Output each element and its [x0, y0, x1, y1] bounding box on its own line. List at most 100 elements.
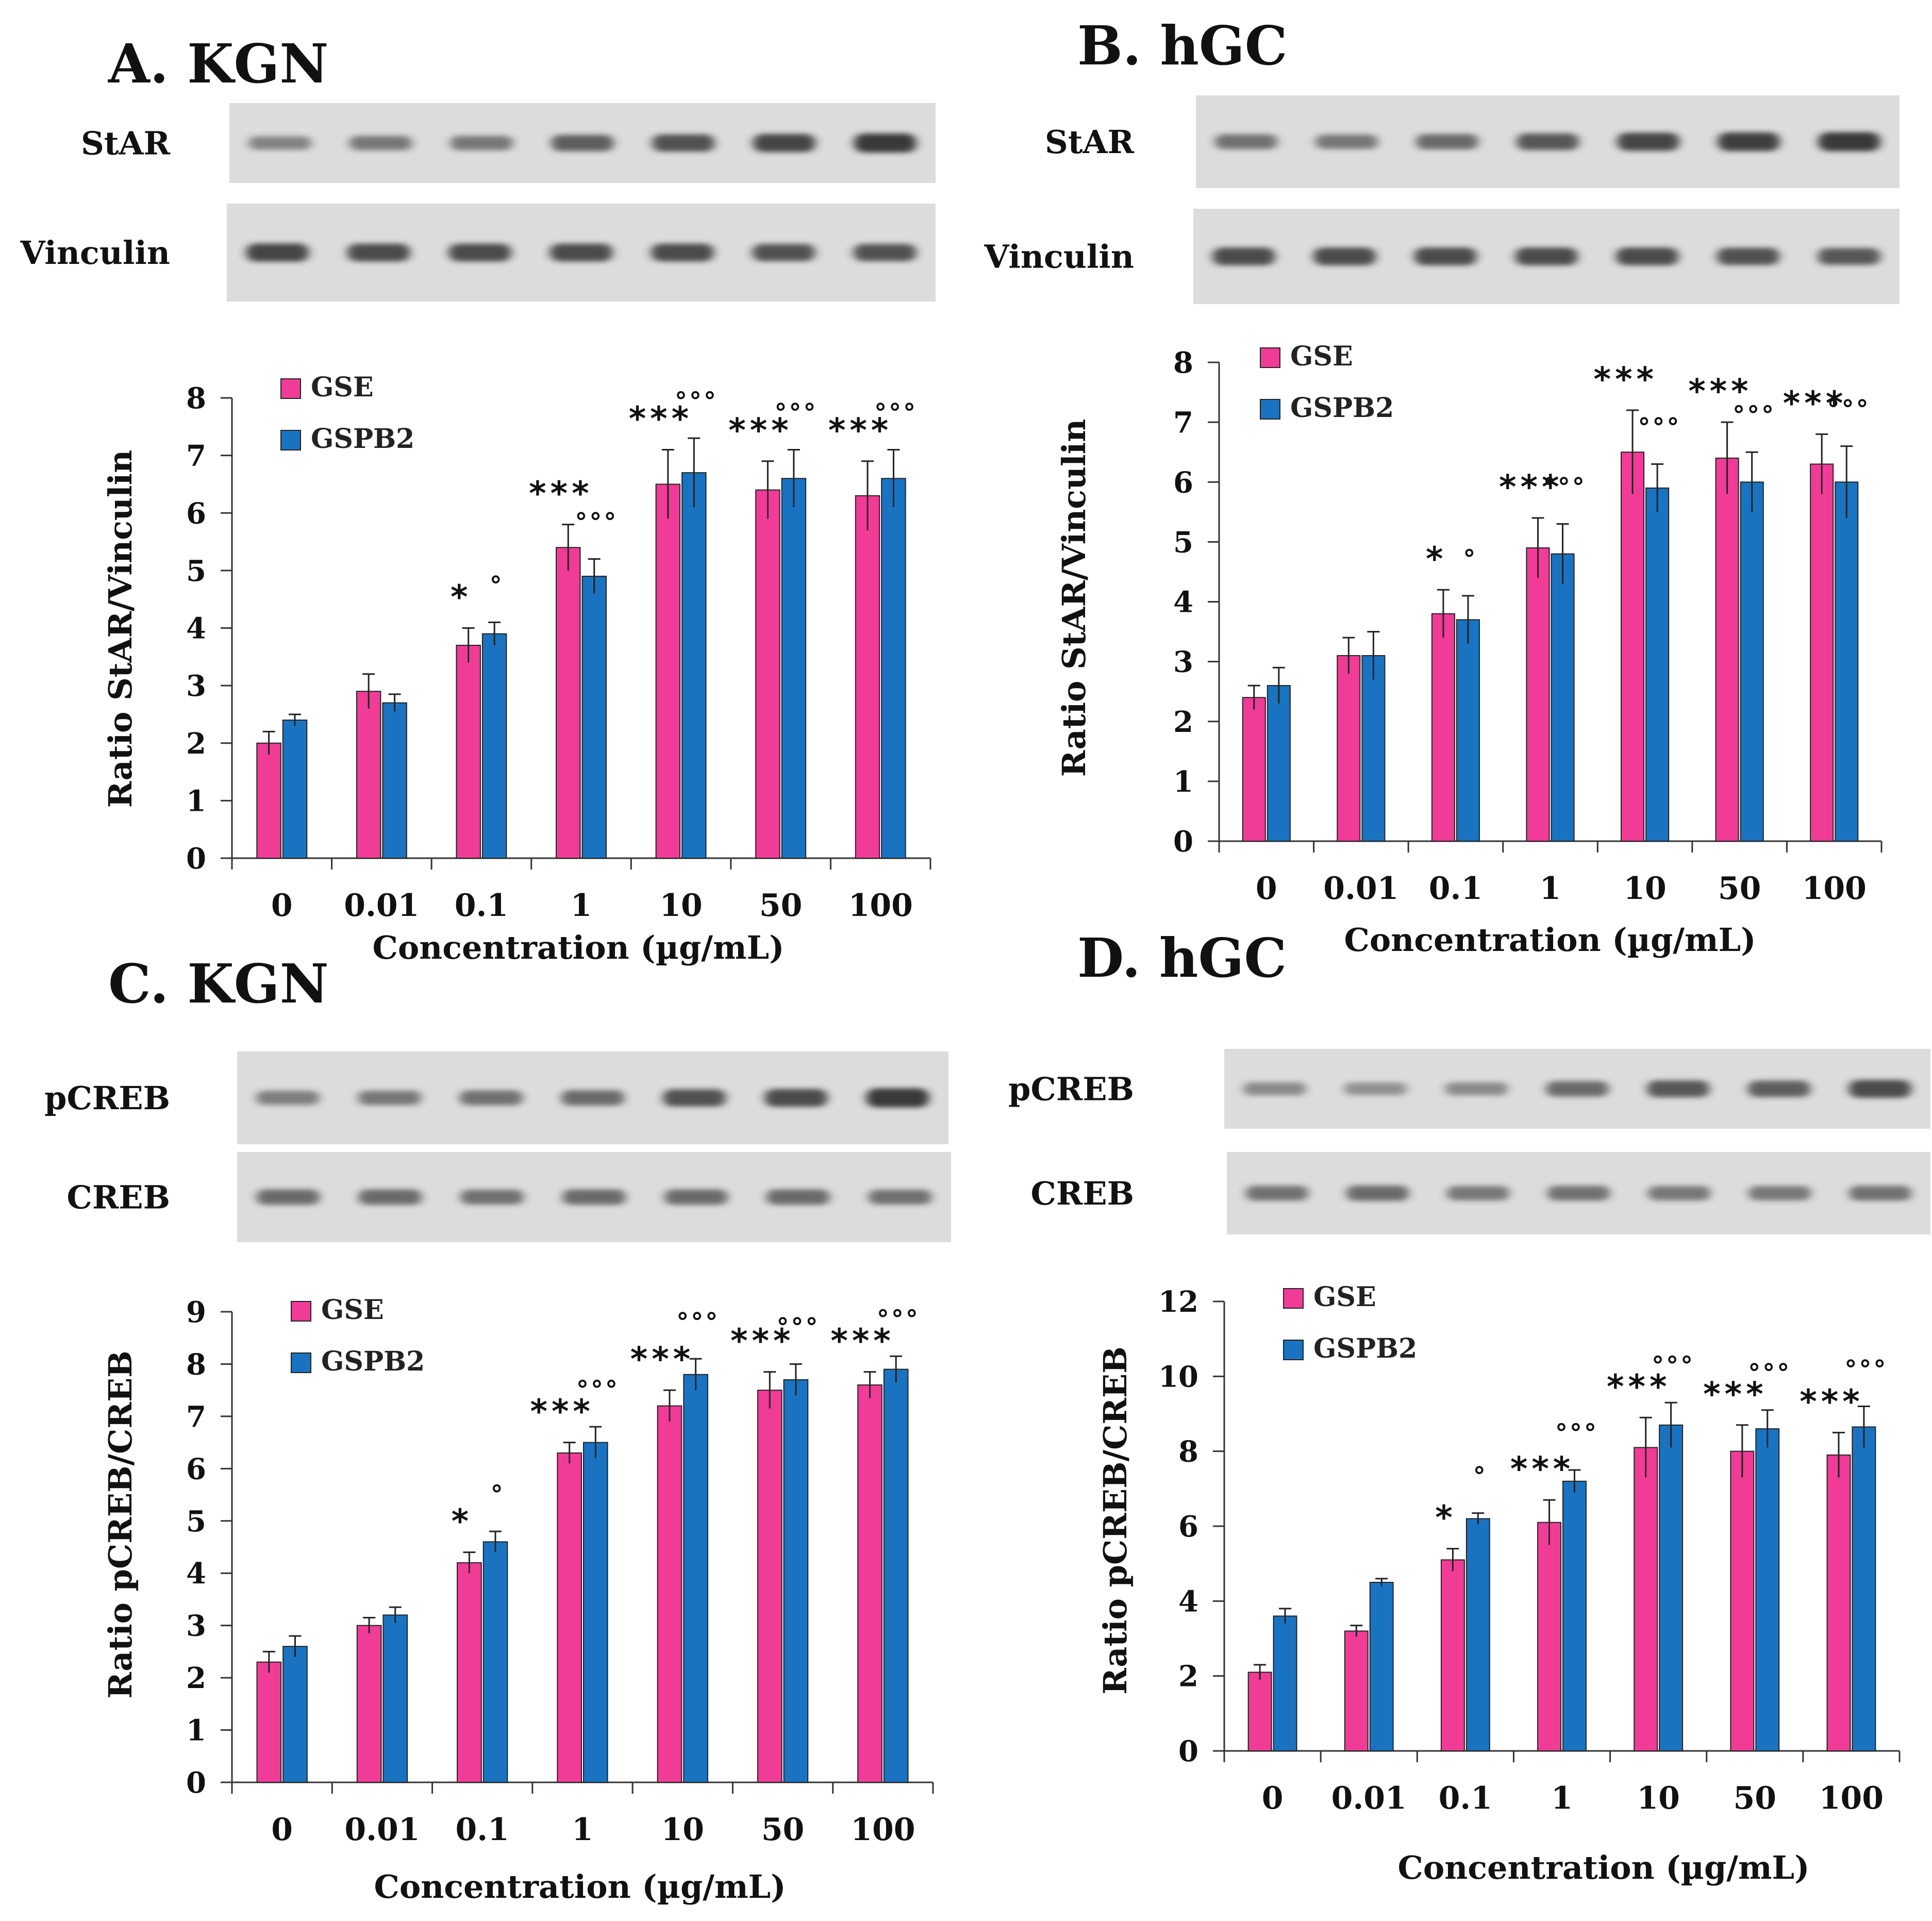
x-tick-label: 10	[661, 1812, 705, 1848]
gse-bar	[757, 1390, 782, 1783]
gse-bar	[657, 1405, 682, 1783]
blot-band	[1246, 1185, 1308, 1201]
significance-mark: ***	[530, 1393, 594, 1431]
x-tick-label: 0.1	[1439, 1780, 1492, 1816]
blot-band	[766, 1189, 830, 1205]
gspb2-bar	[783, 1379, 809, 1783]
significance-mark: °°°	[1638, 413, 1681, 442]
blot-band	[1515, 247, 1578, 265]
significance-mark: ***	[1499, 469, 1563, 507]
blot-band	[1648, 1185, 1710, 1201]
blot-star: StAR	[81, 103, 936, 183]
x-tick-label: 0	[271, 888, 293, 924]
legend-swatch-gspb2	[280, 430, 301, 450]
x-tick-label: 1	[1551, 1780, 1573, 1816]
y-tick-label: 7	[186, 439, 206, 473]
legend-swatch-gspb2	[291, 1352, 311, 1373]
blot-band	[256, 1091, 320, 1105]
y-tick-label: 4	[1178, 1584, 1198, 1618]
legend-label: GSPB2	[321, 1346, 425, 1377]
y-tick-label: 7	[1173, 406, 1193, 440]
significance-mark: ***	[1688, 373, 1752, 411]
y-tick-label: 9	[186, 1295, 206, 1329]
x-tick-label: 50	[1718, 871, 1761, 907]
gspb2-bar	[683, 1374, 708, 1783]
y-tick-label: 0	[1173, 825, 1193, 859]
significance-mark: °°°	[1543, 473, 1587, 502]
y-tick-label: 6	[1173, 465, 1193, 499]
significance-mark: °°°	[675, 387, 718, 416]
significance-mark: °	[491, 1480, 505, 1509]
gspb2-bar	[1852, 1426, 1876, 1751]
blot-band	[1617, 132, 1679, 151]
gse-bar	[755, 489, 780, 859]
y-tick-label: 5	[186, 554, 206, 588]
gse-bar	[356, 691, 381, 859]
significance-mark: °°°	[1748, 1359, 1791, 1388]
significance-mark: ***	[1800, 1383, 1863, 1421]
blot-band	[450, 136, 513, 151]
gspb2-bar	[881, 478, 906, 859]
panel-title: B. hGC	[1077, 14, 1288, 77]
panel-title: A. KGN	[108, 32, 328, 95]
gse-bar	[655, 483, 681, 859]
significance-mark: °	[490, 571, 504, 600]
x-axis-label: Concentration (µg/mL)	[1344, 921, 1756, 959]
significance-mark: ***	[630, 1341, 694, 1379]
gspb2-bar	[1267, 685, 1291, 842]
blot-label: Vinculin	[20, 234, 170, 272]
legend: GSE GSPB2	[291, 1294, 425, 1377]
y-tick-label: 2	[186, 1661, 206, 1695]
gspb2-bar	[583, 1442, 608, 1783]
gse-bar	[456, 644, 481, 859]
blot-band	[248, 136, 311, 150]
y-tick-label: 1	[186, 784, 206, 818]
legend: GSE GSPB2	[1260, 341, 1394, 424]
significance-mark: ***	[730, 1323, 794, 1361]
y-tick-label: 2	[1173, 705, 1193, 739]
x-tick-label: 100	[1802, 871, 1867, 907]
gse-bar	[256, 742, 281, 859]
blot-band	[652, 134, 715, 152]
gspb2-bar	[581, 576, 607, 859]
blot-band	[1445, 1082, 1508, 1096]
x-tick-label: 100	[851, 1812, 915, 1848]
significance-mark: ***	[728, 412, 792, 450]
blot-band	[1546, 1081, 1609, 1097]
y-tick-label: 6	[1178, 1510, 1198, 1544]
blot-label: Vinculin	[984, 238, 1134, 276]
gspb2-bar	[1369, 1582, 1394, 1751]
gse-bar	[857, 1384, 882, 1783]
blot-band	[561, 1090, 625, 1106]
gspb2-bar	[1465, 1518, 1490, 1751]
legend-label: GSE	[311, 372, 374, 403]
x-tick-label: 0	[1256, 871, 1277, 907]
blot-band	[752, 244, 815, 261]
x-tick-label: 50	[1734, 1780, 1777, 1816]
blot-band	[1547, 1185, 1610, 1201]
y-tick-label: 3	[186, 1609, 206, 1643]
gspb2-bar	[781, 478, 807, 859]
blot-band	[764, 1089, 828, 1107]
x-tick-label: 10	[1637, 1780, 1680, 1816]
blot-band	[1747, 1080, 1811, 1097]
y-tick-label: 6	[186, 1452, 206, 1486]
significance-mark: °°°	[676, 1308, 720, 1337]
blot-band	[854, 133, 917, 153]
significance-mark: °°°	[1652, 1351, 1695, 1380]
gse-bar	[1247, 1672, 1272, 1751]
y-tick-label: 0	[1178, 1734, 1198, 1768]
gspb2-bar	[1562, 1480, 1587, 1752]
significance-mark: ***	[1594, 361, 1658, 399]
x-tick-label: 50	[759, 888, 803, 924]
significance-mark: ***	[828, 412, 892, 450]
y-axis-label: Ratio pCREB/CREB	[1096, 1346, 1134, 1694]
legend-label: GSPB2	[1313, 1333, 1417, 1364]
x-tick-label: 0.1	[1429, 871, 1483, 907]
gspb2-bar	[282, 720, 308, 859]
x-tick-label: 50	[761, 1812, 805, 1848]
blot-band	[256, 1189, 320, 1205]
x-tick-label: 0.1	[456, 1812, 509, 1848]
legend: GSE GSPB2	[1283, 1281, 1417, 1364]
